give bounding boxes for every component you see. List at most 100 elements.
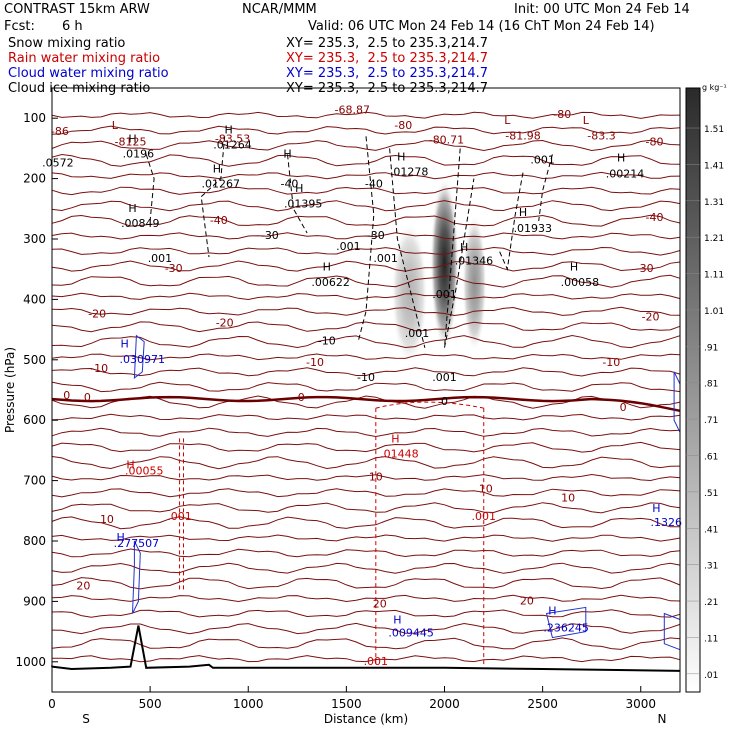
field-label: H — [323, 260, 331, 273]
rain-water-contour — [375, 401, 484, 409]
temperature-label: -30 — [636, 262, 654, 275]
temperature-label: -20 — [88, 308, 106, 321]
y-axis-label: Pressure (hPa) — [3, 347, 17, 433]
temperature-contour — [51, 334, 681, 349]
colorbar-label: .71 — [704, 416, 718, 426]
field-label: .001 — [148, 252, 173, 265]
field-label: .001 — [530, 154, 555, 167]
temperature-label: -30 — [165, 262, 183, 275]
temperature-label: L — [112, 119, 119, 132]
temperature-contour — [51, 488, 681, 498]
temperature-contour — [51, 441, 681, 453]
cloud-ice-contour — [287, 154, 308, 234]
temperature-contour — [51, 260, 681, 272]
field-label: H — [295, 182, 303, 195]
header-init: Init: 00 UTC Mon 24 Feb 14 — [514, 2, 690, 17]
temperature-label: -83.53 — [215, 132, 250, 145]
temperature-contour — [51, 246, 681, 256]
temperature-label: -80 — [646, 135, 664, 148]
temperature-contour — [51, 274, 681, 288]
field-label: H — [213, 163, 221, 176]
temperature-label: -80.71 — [429, 134, 464, 147]
temperature-contour — [51, 125, 681, 135]
x-tick-label: 1500 — [331, 697, 362, 711]
temperature-contour — [51, 548, 681, 558]
field-label: .0572 — [42, 157, 74, 170]
colorbar-label: 1.51 — [704, 125, 724, 135]
temperature-label: -40 — [210, 214, 228, 227]
temperature-label: 10 — [369, 471, 383, 484]
temperature-contour — [51, 427, 681, 438]
temperature-label: -10 — [306, 356, 324, 369]
field-label: H — [460, 241, 468, 254]
temperature-label: -40 — [646, 211, 664, 224]
field-label: .01395 — [284, 198, 323, 211]
temperature-label: 0 — [298, 391, 305, 404]
cloud-ice-contour — [498, 172, 524, 272]
field-label: .001 — [432, 371, 457, 384]
temperature-label: -86 — [51, 125, 69, 138]
temperature-label: -20 — [216, 317, 234, 330]
x-tick-label: 3000 — [625, 697, 656, 711]
temperature-label: 0 — [620, 401, 627, 414]
header-fcst-value: 6 h — [62, 19, 83, 34]
temperature-label: -81.98 — [505, 129, 540, 142]
field-label: -40 — [365, 178, 383, 191]
field-name-cloudwater: Cloud water mixing ratio — [8, 66, 169, 81]
temperature-contour — [51, 306, 681, 317]
temperature-contour — [51, 153, 681, 167]
snow-core-shading — [391, 222, 428, 364]
zero-isotherm — [51, 395, 681, 413]
field-label: H — [652, 502, 660, 515]
temperature-label: 10 — [479, 483, 493, 496]
temperature-label: L — [583, 114, 590, 127]
field-label: H — [393, 614, 401, 627]
field-label: .001 — [405, 327, 430, 340]
field-label: -10 — [357, 371, 375, 384]
field-xy-rain: XY= 235.3, 2.5 to 235.3,214.7 — [286, 51, 489, 66]
cloud-ice-contour — [538, 154, 553, 221]
colorbar-label: .01 — [704, 671, 718, 681]
temperature-label: 20 — [76, 579, 90, 592]
field-label: -30 — [261, 229, 279, 242]
x-tick-label: 1000 — [233, 697, 264, 711]
temperature-contour — [51, 413, 681, 421]
colorbar-label: 1.11 — [704, 271, 724, 281]
temperature-label: -20 — [642, 311, 660, 324]
y-tick-label: 200 — [23, 172, 46, 186]
field-label: H — [519, 206, 527, 219]
temperature-contour — [51, 562, 681, 574]
field-label: .001 — [364, 655, 389, 668]
endpoint-right-label: N — [658, 712, 667, 726]
y-tick-label: 900 — [23, 594, 46, 608]
field-label: .01448 — [380, 448, 419, 461]
field-label: H — [548, 605, 556, 618]
colorbar-label: 1.21 — [704, 234, 724, 244]
temperature-contour — [51, 609, 681, 618]
colorbar-label: .51 — [704, 489, 718, 499]
field-label: .00622 — [311, 276, 350, 289]
field-label: .236245 — [543, 622, 589, 635]
temperature-contour — [51, 367, 681, 377]
temperature-contour — [51, 171, 681, 180]
field-label: .001 — [472, 510, 497, 523]
field-label: .00058 — [561, 276, 600, 289]
temperature-contour — [51, 139, 681, 152]
plot-frame — [51, 87, 681, 693]
temperature-contour — [51, 381, 681, 393]
temperature-label: 20 — [373, 597, 387, 610]
temperature-contour — [51, 321, 681, 333]
temperature-contour — [51, 622, 681, 635]
field-xy-snow: XY= 235.3, 2.5 to 235.3,214.7 — [286, 36, 489, 51]
y-tick-label: 100 — [23, 111, 46, 125]
y-tick-label: 300 — [23, 232, 46, 246]
field-label: .00214 — [606, 167, 645, 180]
field-label: .1326 — [651, 516, 683, 529]
header-center: NCAR/MMM — [242, 2, 317, 17]
temperature-contour — [51, 637, 681, 650]
temperature-contour — [51, 594, 681, 603]
field-label: H — [117, 531, 125, 544]
endpoint-left-label: S — [82, 712, 90, 726]
field-xy-cloudwater: XY= 235.3, 2.5 to 235.3,214.7 — [286, 66, 489, 81]
